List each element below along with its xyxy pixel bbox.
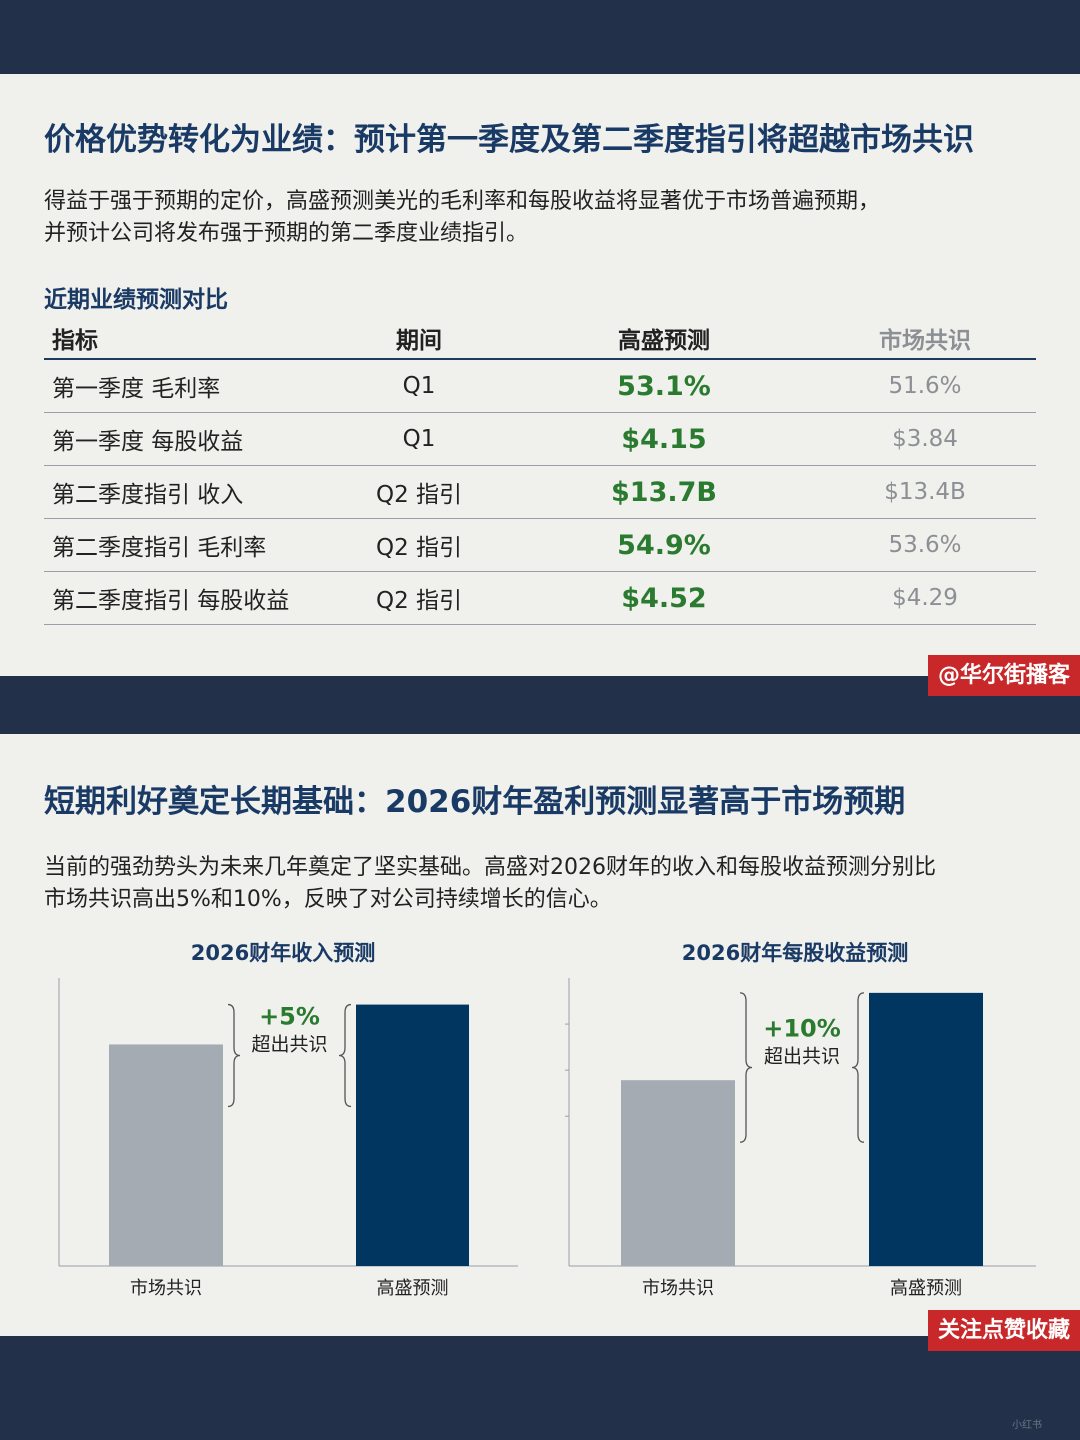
bar-market-consensus — [109, 1044, 223, 1266]
header-gs-forecast: 高盛预测 — [514, 318, 814, 360]
x-tick-label: 市场共识 — [642, 1278, 714, 1299]
table-row: 第二季度指引 毛利率 Q2 指引 54.9% 53.6% — [44, 518, 1036, 572]
cell-period: Q2 指引 — [324, 465, 514, 519]
cell-consensus: $3.84 — [814, 412, 1036, 466]
right-brace — [851, 992, 865, 1143]
panel1-desc-line2: 并预计公司将发布强于预期的第二季度业绩指引。 — [44, 221, 529, 246]
bar-gs-forecast — [356, 1004, 469, 1266]
cell-gs-forecast: $4.52 — [514, 571, 814, 625]
chart-title: 2026财年收入预测 — [191, 941, 375, 965]
panel2-title: 短期利好奠定长期基础：2026财年盈利预测显著高于市场预期 — [44, 784, 906, 820]
follow-like-save-badge[interactable]: 关注点赞收藏 — [927, 1310, 1080, 1351]
header-period: 期间 — [324, 318, 514, 360]
bar-market-consensus — [621, 1080, 735, 1266]
annotation-label: 超出共识 — [251, 1034, 327, 1056]
cell-period: Q1 — [324, 412, 514, 466]
cell-gs-forecast: 53.1% — [514, 359, 814, 413]
annotation-percent: +5% — [259, 1003, 320, 1031]
cell-gs-forecast: $13.7B — [514, 465, 814, 519]
cell-consensus: $4.29 — [814, 571, 1036, 625]
annotation-label: 超出共识 — [764, 1046, 840, 1068]
cell-consensus: 51.6% — [814, 359, 1036, 413]
cell-period: Q2 指引 — [324, 518, 514, 572]
x-tick-label: 市场共识 — [130, 1278, 202, 1299]
account-badge[interactable]: @华尔街播客 — [927, 655, 1080, 696]
bar-gs-forecast — [869, 992, 983, 1266]
table-row: 第二季度指引 收入 Q2 指引 $13.7B $13.4B — [44, 465, 1036, 519]
cell-metric: 第一季度 每股收益 — [44, 412, 324, 466]
forecast-comparison-table: 指标 期间 高盛预测 市场共识 第一季度 毛利率 Q1 53.1% 51.6% … — [44, 318, 1036, 625]
cell-consensus: 53.6% — [814, 518, 1036, 572]
watermark-logo: 小红书 — [1012, 1420, 1042, 1431]
panel1-desc-line1: 得益于强于预期的定价，高盛预测美光的毛利率和每股收益将显著优于市场普遍预期， — [44, 189, 881, 214]
table-section-label: 近期业绩预测对比 — [44, 287, 228, 313]
header-consensus: 市场共识 — [814, 318, 1036, 360]
cell-metric: 第二季度指引 每股收益 — [44, 571, 324, 625]
cell-period: Q2 指引 — [324, 571, 514, 625]
left-brace — [227, 1003, 241, 1108]
cell-period: Q1 — [324, 359, 514, 413]
cell-gs-forecast: 54.9% — [514, 518, 814, 572]
cell-metric: 第一季度 毛利率 — [44, 359, 324, 413]
cell-gs-forecast: $4.15 — [514, 412, 814, 466]
annotation-percent: +10% — [763, 1015, 841, 1043]
panel2-desc-line2: 市场共识高出5%和10%，反映了对公司持续增长的信心。 — [44, 887, 612, 912]
panel1-title: 价格优势转化为业绩：预计第一季度及第二季度指引将超越市场共识 — [44, 122, 974, 158]
chart-title: 2026财年每股收益预测 — [682, 941, 908, 965]
panel2-description: 当前的强劲势头为未来几年奠定了坚实基础。高盛对2026财年的收入和每股收益预测分… — [44, 852, 1044, 916]
panel1-description: 得益于强于预期的定价，高盛预测美光的毛利率和每股收益将显著优于市场普遍预期， 并… — [44, 186, 1044, 250]
right-brace — [338, 1003, 352, 1108]
cell-metric: 第二季度指引 收入 — [44, 465, 324, 519]
table-header-row: 指标 期间 高盛预测 市场共识 — [44, 318, 1036, 360]
panel2-desc-line1: 当前的强劲势头为未来几年奠定了坚实基础。高盛对2026财年的收入和每股收益预测分… — [44, 855, 936, 880]
forecast-panel-near-term: 价格优势转化为业绩：预计第一季度及第二季度指引将超越市场共识 得益于强于预期的定… — [0, 74, 1080, 676]
table-row: 第一季度 每股收益 Q1 $4.15 $3.84 — [44, 412, 1036, 466]
table-row: 第二季度指引 每股收益 Q2 指引 $4.52 $4.29 — [44, 571, 1036, 625]
table-row: 第一季度 毛利率 Q1 53.1% 51.6% — [44, 359, 1036, 413]
x-tick-label: 高盛预测 — [377, 1278, 449, 1299]
cell-metric: 第二季度指引 毛利率 — [44, 518, 324, 572]
x-tick-label: 高盛预测 — [890, 1278, 962, 1299]
header-metric: 指标 — [44, 318, 324, 360]
cell-consensus: $13.4B — [814, 465, 1036, 519]
left-brace — [739, 992, 753, 1143]
